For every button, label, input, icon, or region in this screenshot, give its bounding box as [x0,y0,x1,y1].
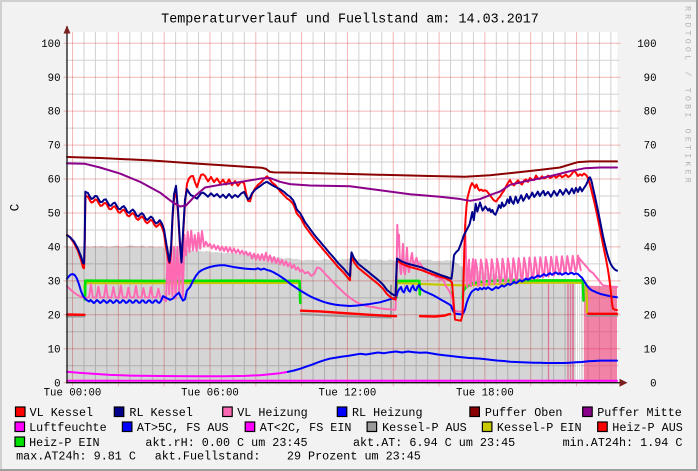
svg-text:Puffer Mitte: Puffer Mitte [597,406,682,420]
svg-text:Kessel-P EIN: Kessel-P EIN [497,421,582,435]
svg-text:60: 60 [644,175,657,187]
svg-text:0: 0 [54,378,60,390]
svg-text:70: 70 [48,141,61,153]
svg-text:60: 60 [48,175,61,187]
svg-text:VL Heizung: VL Heizung [237,406,308,420]
svg-text:80: 80 [644,107,657,119]
svg-text:80: 80 [48,107,61,119]
svg-text:akt.rH: 0.00 C um 23:45: akt.rH: 0.00 C um 23:45 [145,436,307,450]
svg-text:40: 40 [48,243,61,255]
svg-text:Puffer Oben: Puffer Oben [485,406,563,420]
svg-text:0: 0 [650,378,656,390]
svg-text:Tue 12:00: Tue 12:00 [319,387,377,399]
svg-text:20: 20 [48,310,61,322]
svg-text:40: 40 [644,243,657,255]
svg-text:RL Kessel: RL Kessel [129,406,192,420]
svg-text:Tue 06:00: Tue 06:00 [181,387,239,399]
svg-text:30: 30 [644,277,657,289]
svg-text:10: 10 [48,344,61,356]
svg-text:Tue 18:00: Tue 18:00 [456,387,514,399]
svg-text:AT>5C, FS AUS: AT>5C, FS AUS [137,421,229,435]
svg-text:RRDTOOL / TOBI OETIKER: RRDTOOL / TOBI OETIKER [683,6,693,186]
svg-text:10: 10 [644,344,657,356]
svg-text:min.AT24h: 1.94 C: min.AT24h: 1.94 C [563,436,683,450]
svg-text:Tue 00:00: Tue 00:00 [44,387,102,399]
svg-text:RL Heizung: RL Heizung [352,406,423,420]
svg-text:Temperaturverlauf und Fuellsta: Temperaturverlauf und Fuellstand am: 14.… [161,13,539,28]
svg-text:VL Kessel: VL Kessel [30,406,93,420]
svg-text:AT<2C, FS EIN: AT<2C, FS EIN [260,421,352,435]
svg-text:20: 20 [644,310,657,322]
svg-text:90: 90 [644,73,657,85]
svg-text:50: 50 [644,209,657,221]
svg-text:max.AT24h: 9.81 C: max.AT24h: 9.81 C [16,449,136,463]
svg-text:30: 30 [48,277,61,289]
svg-text:100: 100 [637,39,656,51]
svg-text:Kessel-P AUS: Kessel-P AUS [382,421,467,435]
svg-text:100: 100 [41,39,60,51]
svg-text:29 Prozent um 23:45: 29 Prozent um 23:45 [287,449,421,463]
svg-text:Luftfeuchte: Luftfeuchte [29,421,107,435]
svg-text:70: 70 [644,141,657,153]
svg-text:50: 50 [48,209,61,221]
svg-text:akt.Fuellstand:: akt.Fuellstand: [155,449,261,463]
svg-text:90: 90 [48,73,61,85]
svg-text:akt.AT: 6.94 C um 23:45: akt.AT: 6.94 C um 23:45 [353,436,515,450]
svg-text:C: C [9,204,23,212]
svg-text:Heiz-P AUS: Heiz-P AUS [612,421,683,435]
svg-text:Heiz-P EIN: Heiz-P EIN [29,436,100,450]
